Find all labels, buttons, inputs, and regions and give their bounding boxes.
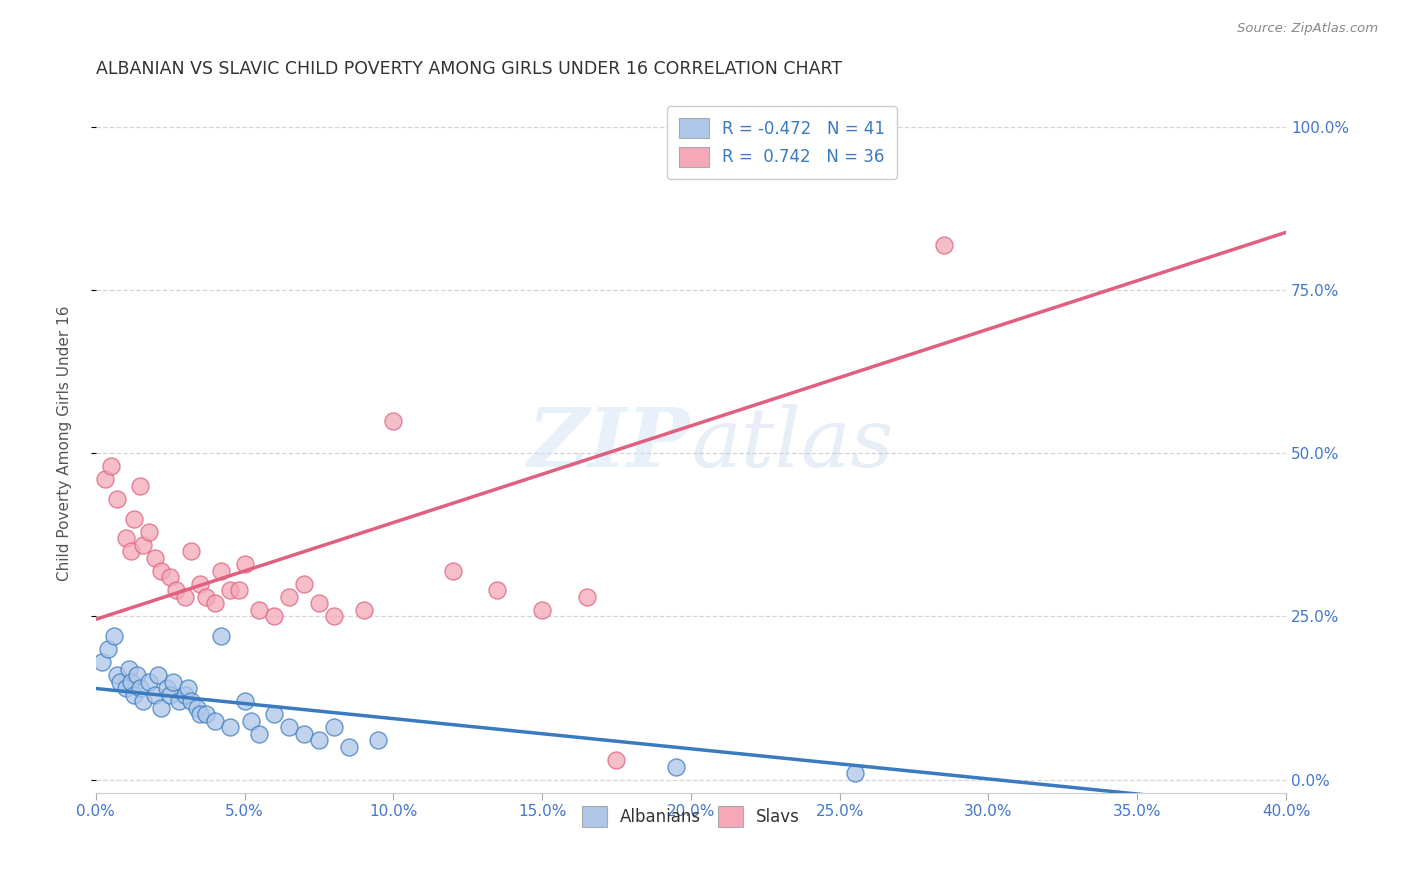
Point (322, 720, 344, 734)
Point (124, 688, 146, 702)
Point (239, 714, 262, 728)
Point (194, 707, 217, 722)
Point (90, 655, 112, 669)
Point (353, 603, 375, 617)
Point (249, 603, 271, 617)
Point (159, 688, 181, 702)
Point (308, 596, 330, 610)
Point (124, 511, 146, 525)
Point (844, 766, 866, 780)
Point (148, 668, 170, 682)
Point (114, 681, 136, 696)
Point (162, 674, 184, 689)
Point (218, 720, 240, 734)
Point (228, 583, 250, 598)
Point (292, 727, 315, 741)
Point (167, 694, 190, 708)
Point (486, 583, 509, 598)
Point (108, 674, 131, 689)
Point (100, 459, 122, 474)
Point (177, 681, 200, 696)
Point (441, 564, 464, 578)
Point (132, 694, 155, 708)
Point (367, 733, 389, 747)
Point (174, 590, 197, 604)
Text: Source: ZipAtlas.com: Source: ZipAtlas.com (1237, 22, 1378, 36)
Point (103, 629, 125, 643)
Point (165, 583, 187, 598)
Point (382, 414, 405, 428)
Point (605, 753, 627, 767)
Point (150, 701, 173, 715)
Point (188, 707, 211, 722)
Point (132, 538, 155, 552)
Point (121, 544, 143, 558)
Point (138, 524, 160, 539)
Point (143, 688, 166, 702)
Point (129, 681, 152, 696)
Point (665, 759, 688, 773)
Text: atlas: atlas (690, 403, 893, 483)
Point (218, 583, 240, 598)
Point (932, 237, 955, 252)
Point (278, 590, 301, 604)
Point (575, 590, 598, 604)
Point (531, 603, 554, 617)
Point (194, 590, 217, 604)
Point (278, 720, 301, 734)
Point (114, 531, 136, 545)
Point (322, 609, 344, 624)
Point (138, 674, 160, 689)
Point (209, 564, 232, 578)
Point (292, 577, 315, 591)
Point (233, 558, 256, 572)
Point (93, 472, 115, 486)
Text: ZIP: ZIP (529, 403, 690, 483)
Point (180, 694, 202, 708)
Y-axis label: Child Poverty Among Girls Under 16: Child Poverty Among Girls Under 16 (58, 306, 72, 582)
Point (127, 668, 149, 682)
Point (233, 694, 256, 708)
Point (308, 733, 330, 747)
Point (105, 668, 128, 682)
Point (129, 479, 152, 493)
Point (156, 681, 179, 696)
Point (150, 564, 173, 578)
Point (105, 491, 128, 506)
Point (97, 642, 120, 657)
Point (204, 596, 226, 610)
Point (263, 609, 285, 624)
Point (186, 701, 208, 715)
Point (337, 739, 360, 754)
Point (180, 544, 202, 558)
Point (174, 688, 197, 702)
Legend: Albanians, Slavs: Albanians, Slavs (575, 799, 807, 833)
Point (117, 662, 139, 676)
Point (249, 727, 271, 741)
Point (121, 674, 143, 689)
Point (188, 577, 211, 591)
Text: ALBANIAN VS SLAVIC CHILD POVERTY AMONG GIRLS UNDER 16 CORRELATION CHART: ALBANIAN VS SLAVIC CHILD POVERTY AMONG G… (96, 60, 842, 78)
Point (209, 629, 232, 643)
Point (263, 707, 285, 722)
Point (143, 550, 166, 565)
Point (159, 570, 181, 584)
Point (204, 714, 226, 728)
